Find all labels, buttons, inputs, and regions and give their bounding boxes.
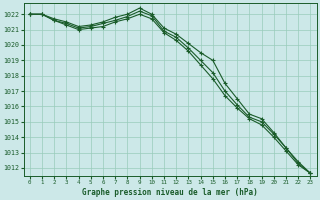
- X-axis label: Graphe pression niveau de la mer (hPa): Graphe pression niveau de la mer (hPa): [82, 188, 258, 197]
